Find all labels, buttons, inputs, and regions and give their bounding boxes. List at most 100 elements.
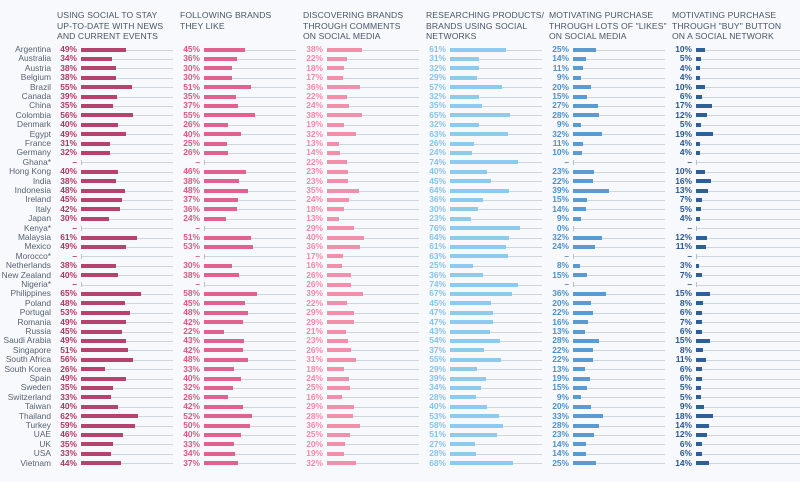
bar-track	[327, 284, 419, 286]
bar-track	[327, 115, 419, 117]
bar-track	[327, 68, 419, 70]
value-label: –	[687, 222, 692, 233]
value-label: 46%	[183, 166, 200, 177]
bar-track	[573, 434, 665, 436]
bar	[327, 113, 362, 118]
bar-track	[204, 265, 296, 267]
bar	[81, 141, 110, 146]
value-label: 32%	[429, 91, 446, 101]
bar-track	[573, 96, 665, 98]
value-label: 56%	[60, 109, 77, 120]
bar-track	[204, 387, 296, 389]
bar-track	[696, 124, 800, 126]
bar	[81, 357, 133, 362]
bar	[450, 320, 494, 325]
bar	[573, 385, 587, 390]
bar	[573, 395, 582, 400]
bar-track	[696, 284, 800, 286]
country-label: India	[32, 175, 51, 186]
bar-track	[573, 406, 665, 408]
bar	[573, 150, 583, 155]
value-label: 5%	[679, 203, 692, 214]
value-label: 28%	[429, 391, 446, 402]
bar	[204, 385, 234, 390]
bar-track	[450, 68, 542, 70]
country-label: Singapore	[12, 344, 51, 355]
value-label: 22%	[306, 53, 323, 64]
value-label: 32%	[552, 128, 569, 139]
value-label: 28%	[429, 448, 446, 459]
value-label: 25%	[183, 138, 200, 148]
value-label: 7%	[679, 269, 692, 280]
value-label: 63%	[429, 128, 446, 139]
bar-track	[450, 58, 542, 60]
country-label: Mexico	[24, 241, 51, 252]
bar-track	[696, 425, 800, 427]
bar-track	[573, 246, 665, 248]
zero-tick	[81, 253, 82, 259]
bar-track	[81, 387, 173, 389]
value-label: 48%	[183, 354, 200, 365]
zero-tick	[204, 159, 205, 165]
zero-tick	[204, 282, 205, 287]
bar	[696, 56, 701, 61]
zero-tick	[81, 282, 82, 287]
bar	[450, 122, 480, 127]
bar-track	[573, 143, 665, 145]
bar-track	[573, 444, 665, 446]
value-label: 16%	[552, 316, 569, 327]
bar-track	[696, 331, 800, 333]
bar-track	[327, 87, 419, 89]
bar	[81, 423, 136, 428]
value-label: 36%	[429, 269, 446, 280]
value-label: 36%	[429, 194, 446, 205]
bar-track	[204, 181, 296, 183]
bar-track	[573, 237, 665, 239]
bar-track	[573, 350, 665, 352]
value-label: 22%	[552, 344, 569, 355]
bar-track	[204, 359, 296, 361]
value-label: 48%	[183, 307, 200, 318]
bar	[327, 207, 344, 212]
value-label: –	[687, 156, 692, 167]
value-label: 45%	[183, 297, 200, 308]
bar-track	[327, 434, 419, 436]
value-label: 61%	[429, 44, 446, 54]
bar-track	[573, 378, 665, 380]
bar	[204, 461, 239, 466]
bar	[573, 85, 592, 90]
country-label: Romania	[17, 316, 51, 327]
value-label: 45%	[429, 297, 446, 308]
value-label: 24%	[429, 147, 446, 158]
country-label: China	[29, 100, 51, 111]
value-label: 37%	[183, 194, 200, 205]
bar	[81, 47, 127, 52]
bar	[327, 451, 345, 456]
bar-track	[573, 416, 665, 418]
bar	[696, 338, 710, 343]
bar	[696, 197, 703, 202]
bar-track	[81, 406, 173, 408]
value-label: 48%	[60, 185, 77, 195]
bar-track	[696, 312, 800, 314]
bar	[327, 160, 348, 165]
bar-track	[81, 303, 173, 305]
bar	[81, 113, 133, 118]
bar-track	[204, 96, 296, 98]
bar	[573, 329, 585, 334]
value-label: 55%	[429, 354, 446, 365]
bar-track	[81, 378, 173, 380]
bar	[573, 179, 594, 184]
bar-track	[696, 96, 800, 98]
bar-track	[204, 369, 296, 371]
bar	[696, 461, 709, 466]
bar	[204, 197, 239, 202]
bar	[696, 376, 702, 381]
bar-track	[573, 87, 665, 89]
bar	[327, 244, 361, 249]
value-label: 23%	[306, 335, 323, 346]
bar	[204, 113, 255, 118]
value-label: 12%	[675, 232, 692, 242]
bar	[573, 357, 594, 362]
value-label: 40%	[183, 128, 200, 139]
